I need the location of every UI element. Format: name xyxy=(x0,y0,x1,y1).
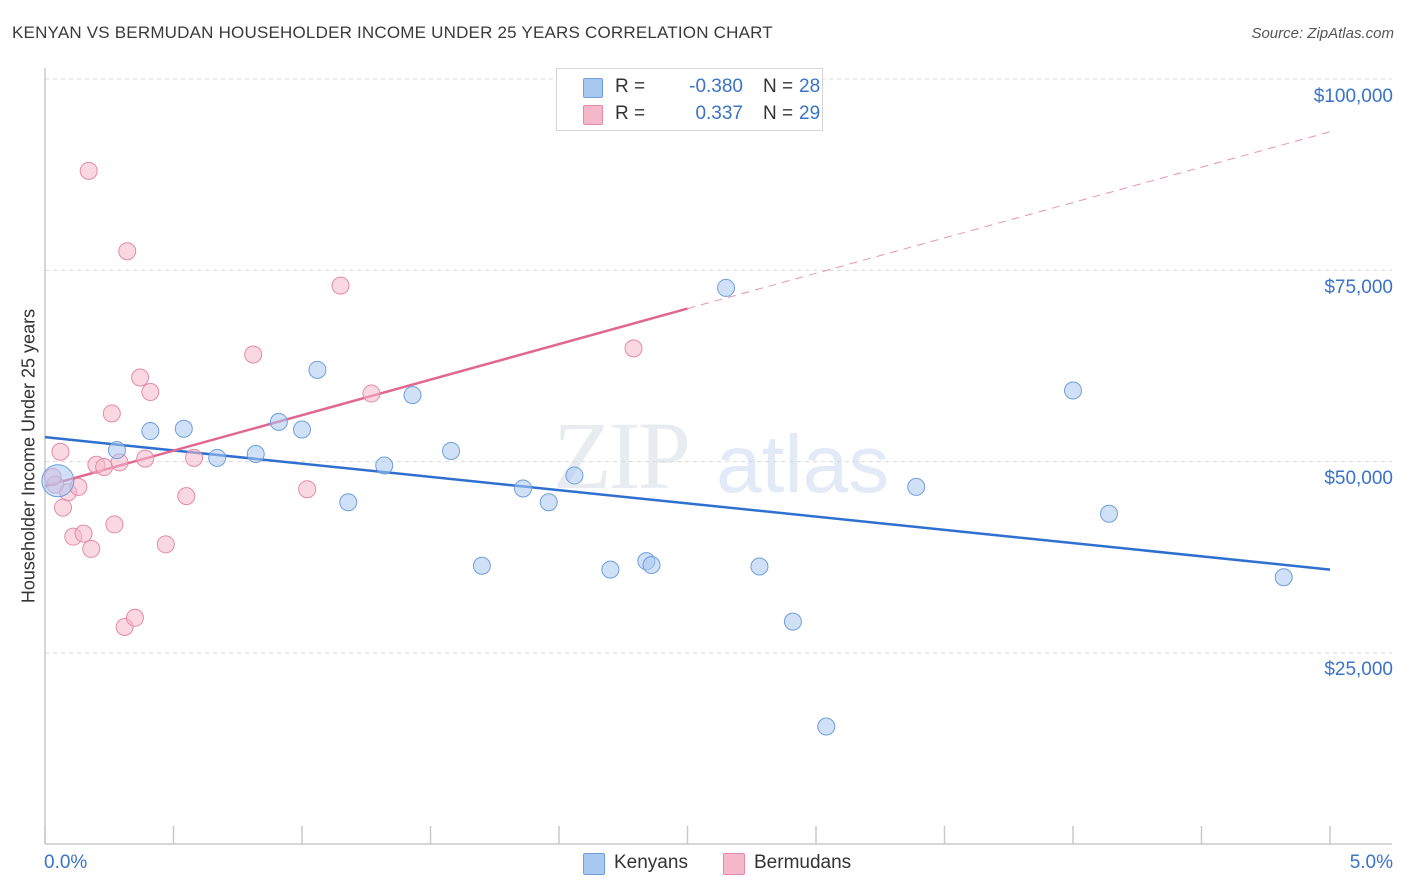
bermudans-point xyxy=(298,480,317,499)
legend-n-label: N = xyxy=(763,103,794,124)
kenyans-point xyxy=(293,420,311,439)
kenyans-point xyxy=(442,441,461,460)
bermudans-point xyxy=(125,608,144,627)
legend-n-label: N = xyxy=(763,76,794,97)
kenyans-point xyxy=(750,557,769,576)
legend-r-label: R = xyxy=(615,76,646,97)
x-tick-label-max: 5.0% xyxy=(1349,852,1393,873)
bermudans-point xyxy=(74,524,93,543)
bermudans-point xyxy=(102,404,121,423)
y-axis-label: Householder Income Under 25 years xyxy=(18,308,39,604)
kenyans-point xyxy=(907,477,926,496)
kenyans-trend-line xyxy=(44,435,1331,571)
kenyans-point xyxy=(472,556,491,575)
trend-lines xyxy=(44,131,1331,571)
bermudans-point xyxy=(79,161,98,180)
legend-n-value: 28 xyxy=(799,76,821,97)
bermudans-trend-extension xyxy=(687,131,1331,310)
kenyans-point xyxy=(783,612,802,631)
source-credit: Source: ZipAtlas.com xyxy=(1251,25,1394,42)
kenyans-point xyxy=(141,422,160,441)
kenyans-point xyxy=(41,464,75,498)
correlation-legend: R = -0.380 N = 28 R = 0.337 N = 29 xyxy=(556,68,823,131)
bermudans-point xyxy=(82,539,101,558)
gridlines xyxy=(45,78,1392,654)
bermudans-point xyxy=(244,345,263,364)
kenyans-point xyxy=(539,493,558,512)
kenyans-point xyxy=(565,466,584,485)
y-tick-label: $25,000 xyxy=(1324,659,1393,680)
y-tick-label: $100,000 xyxy=(1313,86,1393,107)
kenyans-point xyxy=(375,456,394,475)
kenyans-point xyxy=(1099,504,1118,523)
kenyans-point xyxy=(246,445,265,464)
bermudans-point xyxy=(95,458,114,477)
legend-r-value: 0.337 xyxy=(695,103,743,124)
series-legend: Kenyans Bermudans xyxy=(0,852,1406,878)
bermudans-point xyxy=(105,515,124,534)
kenyans-point xyxy=(403,386,422,405)
watermark-atlas: atlas xyxy=(716,419,890,510)
y-tick-label: $75,000 xyxy=(1324,277,1393,298)
legend-r-value: -0.380 xyxy=(689,76,743,97)
kenyans-point xyxy=(514,479,533,498)
bermudans-swatch xyxy=(723,853,745,875)
kenyans-point xyxy=(601,560,620,579)
legend-r-label: R = xyxy=(615,103,646,124)
kenyans-point xyxy=(107,441,126,460)
data-points xyxy=(41,161,1293,736)
bermudans-point xyxy=(141,383,160,402)
kenyans-swatch xyxy=(583,78,603,98)
bermudans-point xyxy=(53,498,72,517)
kenyans-point xyxy=(817,717,836,736)
bermudans-swatch xyxy=(583,105,603,125)
axes xyxy=(44,68,1392,845)
legend-label: Kenyans xyxy=(614,852,688,873)
kenyans-point xyxy=(174,419,193,438)
kenyans-point xyxy=(308,360,327,379)
kenyans-point xyxy=(208,448,227,467)
bermudans-point xyxy=(156,535,175,554)
bermudans-point xyxy=(51,442,70,461)
y-tick-label: $50,000 xyxy=(1324,468,1393,489)
bermudans-point xyxy=(185,448,204,467)
kenyans-point xyxy=(717,278,736,297)
kenyans-point xyxy=(1274,568,1293,587)
bermudans-point xyxy=(177,487,196,506)
kenyans-point xyxy=(339,493,358,512)
kenyans-point xyxy=(1064,381,1082,400)
kenyans-point xyxy=(642,555,661,574)
bermudans-point xyxy=(131,368,150,387)
kenyans-point xyxy=(269,412,288,431)
bermudans-point xyxy=(331,276,350,295)
bermudans-point xyxy=(362,384,381,403)
bermudans-point xyxy=(118,242,137,261)
kenyans-swatch xyxy=(583,853,605,875)
x-tick-label-min: 0.0% xyxy=(44,852,88,873)
bermudans-point xyxy=(136,449,155,468)
bermudans-point xyxy=(624,339,643,358)
legend-n-value: 29 xyxy=(799,103,821,124)
chart-title: KENYAN VS BERMUDAN HOUSEHOLDER INCOME UN… xyxy=(12,23,773,42)
legend-label: Bermudans xyxy=(754,852,852,873)
